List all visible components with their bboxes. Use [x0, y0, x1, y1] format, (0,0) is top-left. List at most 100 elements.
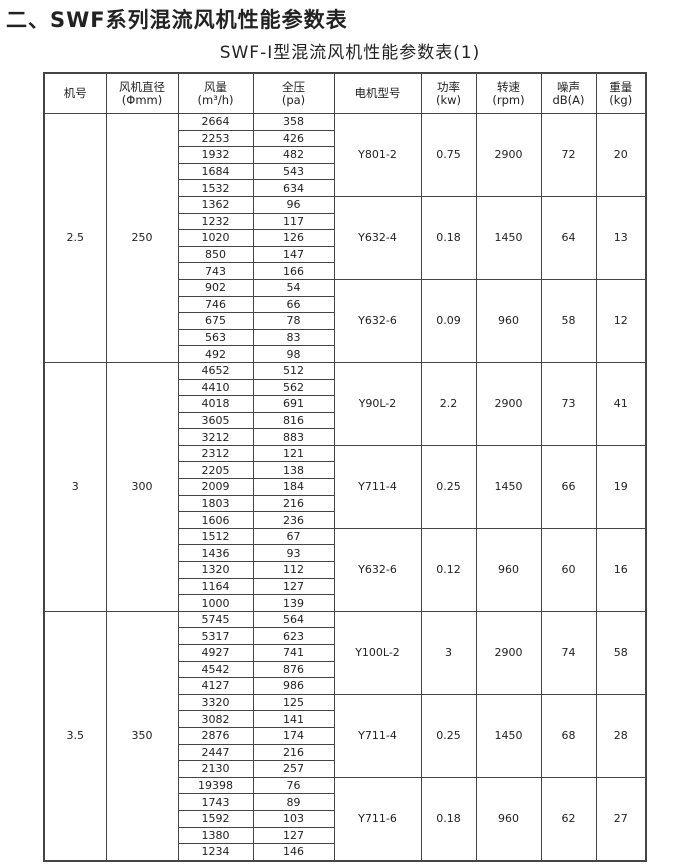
airflow-cell: 4927: [177, 644, 254, 662]
table-row: 1164 127: [44, 577, 646, 596]
airflow-cell: 1532: [177, 179, 254, 197]
pressure-cell: 691: [252, 395, 335, 413]
pressure-cell: 103: [252, 809, 335, 828]
noise-cell: 72: [540, 113, 597, 197]
noise-cell: 62: [540, 776, 597, 862]
power-cell: 0.09: [420, 278, 477, 363]
airflow-cell: 19398: [177, 776, 254, 795]
airflow-cell: 1000: [177, 594, 254, 612]
header-unit: (m³/h): [197, 92, 234, 107]
airflow-cell: 1592: [177, 809, 254, 828]
airflow-cell: 2876: [177, 726, 254, 745]
pressure-cell: 66: [252, 295, 335, 314]
header-label: 风量: [204, 79, 227, 94]
pressure-cell: 76: [252, 776, 335, 795]
airflow-cell: 902: [177, 278, 254, 297]
pressure-cell: 512: [252, 361, 335, 380]
pressure-cell: 816: [252, 411, 335, 430]
speed-cell: 960: [475, 527, 542, 612]
header-label: 功率: [437, 79, 460, 94]
header-label: 重量: [609, 79, 633, 94]
header-col-motor-model: 电机型号: [333, 72, 422, 114]
pressure-cell: 876: [252, 660, 335, 679]
weight-cell: 28: [595, 693, 647, 778]
motor-model-cell: Y632-6: [333, 278, 422, 363]
header-col-pressure: 全压 (pa): [252, 72, 335, 114]
table-row: 1803 216: [44, 494, 646, 513]
airflow-cell: 2447: [177, 743, 254, 762]
fan-performance-table: 机号 风机直径 (Φmm) 风量 (m³/h) 全压 (pa) 电机型号 功率 (kw) 转速 (rp…: [43, 72, 647, 862]
header-unit: (kg): [609, 92, 633, 107]
table-row: 743 166: [44, 262, 646, 280]
fan-no-cell: 3: [43, 361, 107, 612]
pressure-cell: 67: [252, 527, 335, 546]
airflow-cell: 3212: [177, 428, 254, 446]
table-row: 1512 67 Y632-6 0.12 960 60 16: [44, 527, 647, 612]
motor-model-cell: Y711-4: [333, 693, 422, 778]
pressure-cell: 358: [252, 113, 335, 131]
speed-cell: 1450: [475, 444, 542, 529]
table-row: 3212 883: [44, 428, 646, 446]
pressure-cell: 117: [252, 212, 335, 231]
airflow-cell: 4542: [177, 660, 254, 679]
airflow-cell: 492: [177, 345, 254, 363]
airflow-cell: 4127: [177, 677, 254, 695]
pressure-cell: 121: [252, 444, 335, 463]
speed-cell: 960: [475, 776, 542, 862]
noise-cell: 58: [540, 278, 597, 363]
pressure-cell: 482: [252, 146, 335, 164]
power-cell: 3: [420, 610, 477, 695]
weight-cell: 12: [595, 278, 647, 363]
table-row: 4927 741: [44, 644, 646, 662]
header-col-noise: 噪声 dB(A): [540, 72, 597, 114]
pressure-cell: 89: [252, 793, 335, 811]
weight-cell: 13: [595, 195, 647, 280]
weight-cell: 16: [595, 527, 647, 612]
airflow-cell: 1380: [177, 826, 254, 845]
header-col-weight: 重量 (kg): [595, 72, 647, 114]
table-row: 3.5 350 5745 564 Y100L-2 3 2900 74 58: [43, 610, 647, 862]
airflow-cell: 5317: [177, 627, 254, 645]
header-label: 转速: [497, 79, 520, 94]
pressure-cell: 216: [252, 743, 335, 762]
power-cell: 2.2: [420, 361, 477, 446]
section-title: 二、SWF系列混流风机性能参数表: [6, 8, 348, 32]
noise-cell: 68: [540, 693, 597, 778]
table-title: SWF-I型混流风机性能参数表(1): [219, 43, 481, 63]
pressure-cell: 98: [252, 345, 335, 363]
table-row: 1684 543: [44, 162, 646, 181]
header-unit: (rpm): [492, 92, 525, 107]
table-row: 1000 139: [44, 594, 646, 612]
noise-cell: 74: [540, 610, 597, 695]
pressure-cell: 426: [252, 129, 335, 148]
table-row: 1234 146: [44, 843, 646, 862]
airflow-cell: 1320: [177, 561, 254, 579]
airflow-cell: 1932: [177, 146, 254, 164]
motor-model-cell: Y711-6: [333, 776, 422, 862]
table-row: 2876 174: [44, 726, 646, 745]
table-row: 4410 562: [44, 378, 646, 397]
table-row: 1380 127: [44, 826, 646, 845]
header-unit: (kw): [435, 92, 462, 107]
table-row: 1232 117: [44, 212, 646, 231]
noise-cell: 60: [540, 527, 597, 612]
pressure-cell: 112: [252, 561, 335, 579]
pressure-cell: 96: [252, 195, 335, 214]
header-col-power: 功率 (kw): [420, 72, 477, 114]
header-label: 电机型号: [354, 86, 401, 100]
airflow-cell: 3605: [177, 411, 254, 430]
table-row: 3 300 4652 512 Y90L-2 2.2 2900 73 41: [43, 361, 647, 612]
pressure-cell: 147: [252, 245, 335, 264]
airflow-cell: 4410: [177, 378, 254, 397]
airflow-cell: 2009: [177, 478, 254, 496]
weight-cell: 58: [595, 610, 647, 695]
header-label: 噪声: [557, 79, 580, 94]
pressure-cell: 883: [252, 428, 335, 446]
table-row: 1592 103: [44, 809, 646, 828]
airflow-cell: 1232: [177, 212, 254, 231]
header-col-airflow: 风量 (m³/h): [177, 72, 254, 114]
power-cell: 0.75: [420, 113, 477, 197]
speed-cell: 1450: [475, 693, 542, 778]
airflow-cell: 1803: [177, 494, 254, 513]
header-label: 机号: [63, 86, 87, 100]
